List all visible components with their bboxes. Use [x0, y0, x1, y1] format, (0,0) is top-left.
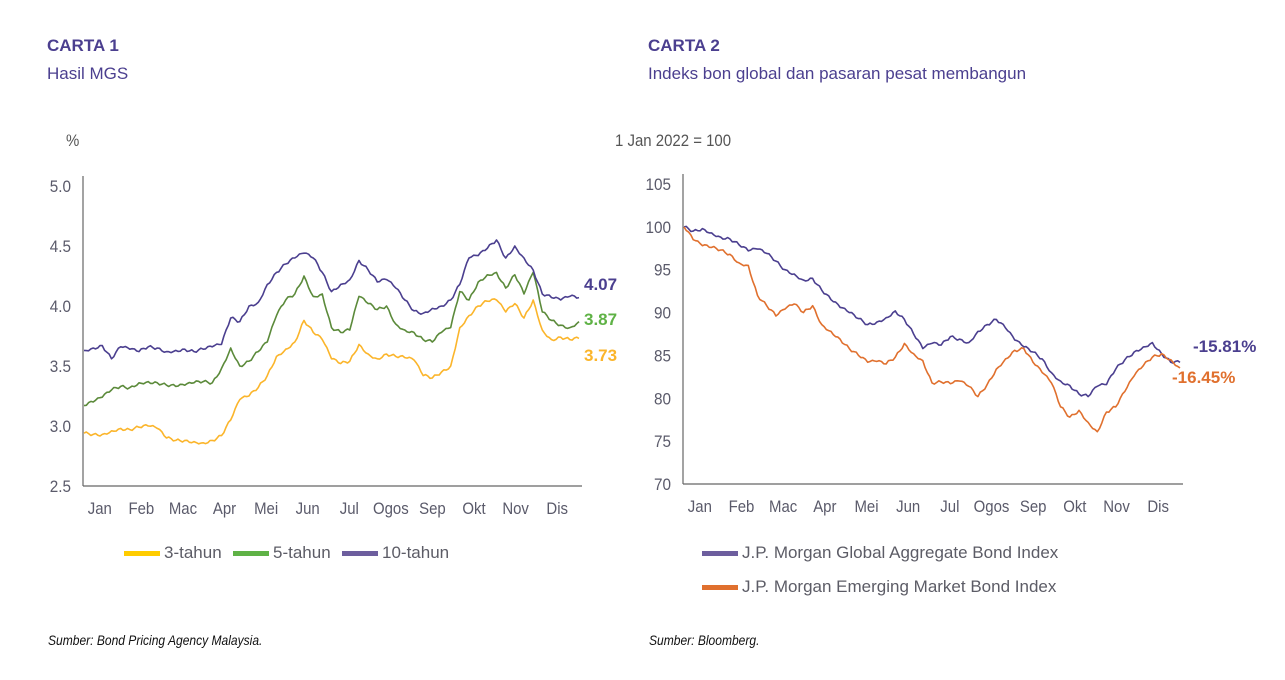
- legend-label: J.P. Morgan Global Aggregate Bond Index: [742, 543, 1059, 562]
- legend-item-emerging-market: J.P. Morgan Emerging Market Bond Index: [702, 577, 1057, 596]
- y-tick-label: 100: [645, 218, 671, 237]
- legend-item-global-aggregate: J.P. Morgan Global Aggregate Bond Index: [702, 543, 1059, 562]
- chart-number: CARTA 2: [648, 36, 720, 55]
- series-line-3-tahun: [83, 298, 580, 445]
- y-tick-label: 2.5: [50, 477, 71, 496]
- y-tick-label: 90: [654, 304, 671, 323]
- y-axis-unit: 1 Jan 2022 = 100: [615, 131, 732, 150]
- x-tick-label: Apr: [213, 500, 237, 518]
- legend-label: 10-tahun: [382, 543, 449, 562]
- y-tick-label: 105: [645, 175, 671, 194]
- y-tick-label: 80: [654, 390, 671, 409]
- series-line-j-p-morgan-global-aggregate-bond-index: [683, 225, 1181, 398]
- x-tick-label: Mei: [854, 498, 878, 516]
- y-tick-label: 3.0: [50, 417, 71, 436]
- x-tick-label: Mac: [769, 498, 797, 516]
- x-tick-label: Jan: [88, 500, 112, 518]
- y-tick-label: 85: [654, 347, 671, 366]
- source-note: Sumber: Bloomberg.: [649, 632, 760, 648]
- x-tick-label: Jun: [896, 498, 920, 516]
- legend-label: 5-tahun: [273, 543, 331, 562]
- x-tick-label: Feb: [729, 498, 755, 516]
- x-tick-label: Feb: [128, 500, 154, 518]
- y-tick-label: 70: [654, 475, 671, 494]
- chart-panel-1: CARTA 1 Hasil MGS % 2.5 3.0 3.5 4.0 4.5 5.0 Ja…: [0, 0, 640, 680]
- y-tick-label: 4.5: [50, 237, 71, 256]
- legend-item-three-year: 3-tahun: [124, 543, 222, 562]
- x-tick-label: Ogos: [974, 498, 1010, 516]
- x-tick-label: Jul: [940, 498, 959, 516]
- x-tick-label: Dis: [1147, 498, 1169, 516]
- x-tick-label: Okt: [1063, 498, 1087, 516]
- legend-item-five-year: 5-tahun: [233, 543, 331, 562]
- legend-label: 3-tahun: [164, 543, 222, 562]
- x-tick-label: Jun: [296, 500, 320, 518]
- bond-index-chart: 70 75 80 85 90 95 100 105 Jan Feb Mac Apr Mei Jun Jul O…: [645, 174, 1256, 596]
- legend-label: J.P. Morgan Emerging Market Bond Index: [742, 577, 1057, 596]
- series-line-j-p-morgan-emerging-market-bond-index: [683, 226, 1181, 433]
- chart-number: CARTA 1: [47, 36, 119, 55]
- mgs-yield-chart: 2.5 3.0 3.5 4.0 4.5 5.0 Jan Feb Mac Apr Mei Jun Jul O…: [50, 176, 617, 562]
- chart-panel-2: CARTA 2 Indeks bon global dan pasaran pe…: [615, 0, 1285, 680]
- legend-swatch: [702, 585, 738, 590]
- end-value-label: 3.73: [584, 346, 617, 365]
- x-tick-label: Jul: [340, 500, 359, 518]
- x-tick-label: Mac: [169, 500, 197, 518]
- x-tick-label: Dis: [546, 500, 568, 518]
- x-tick-label: Nov: [1103, 498, 1130, 516]
- end-value-label: -16.45%: [1172, 368, 1235, 387]
- y-axis-unit: %: [66, 131, 80, 150]
- legend-swatch: [342, 551, 378, 556]
- series-line-5-tahun: [83, 271, 580, 407]
- legend-swatch: [702, 551, 738, 556]
- y-tick-label: 75: [654, 432, 671, 451]
- y-tick-label: 3.5: [50, 357, 71, 376]
- x-tick-label: Jan: [688, 498, 712, 516]
- legend-swatch: [233, 551, 269, 556]
- chart-title: Hasil MGS: [47, 64, 129, 83]
- series-line-10-tahun: [83, 239, 580, 360]
- x-tick-label: Nov: [502, 500, 529, 518]
- x-tick-label: Apr: [813, 498, 837, 516]
- x-tick-label: Okt: [462, 500, 486, 518]
- source-note: Sumber: Bond Pricing Agency Malaysia.: [48, 632, 263, 648]
- end-value-label: 3.87: [584, 310, 617, 329]
- chart-title: Indeks bon global dan pasaran pesat memb…: [648, 64, 1027, 83]
- y-tick-label: 4.0: [50, 297, 71, 316]
- x-tick-label: Ogos: [373, 500, 409, 518]
- x-tick-label: Sep: [419, 500, 446, 518]
- legend-item-ten-year: 10-tahun: [342, 543, 449, 562]
- end-value-label: -15.81%: [1193, 337, 1256, 356]
- legend-swatch: [124, 551, 160, 556]
- x-tick-label: Sep: [1020, 498, 1047, 516]
- end-value-label: 4.07: [584, 275, 617, 294]
- y-tick-label: 95: [654, 261, 671, 280]
- x-tick-label: Mei: [254, 500, 278, 518]
- y-tick-label: 5.0: [50, 177, 71, 196]
